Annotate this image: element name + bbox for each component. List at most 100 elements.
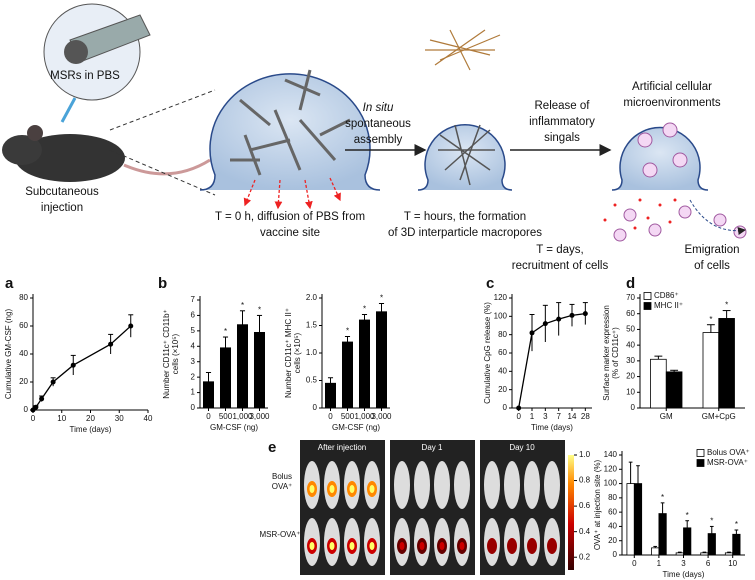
label: microenvironments: [623, 97, 720, 109]
x-tick-label: 7: [556, 412, 561, 421]
label: injection: [41, 202, 83, 214]
legend-label: MHC II⁺: [654, 301, 683, 310]
x-tick-label: 0: [516, 412, 521, 421]
bar: [732, 533, 741, 556]
mouse-tail: [123, 158, 211, 176]
y-tick-label: 70: [626, 293, 635, 302]
label: vaccine site: [260, 227, 320, 239]
y-tick-label: 0: [613, 550, 618, 559]
bar: [626, 483, 635, 556]
y-tick-label: 20: [608, 536, 617, 545]
x-axis-label: Time (days): [531, 423, 573, 432]
label: singals: [544, 132, 580, 144]
cells: [613, 122, 747, 242]
y-tick-label: 20: [19, 377, 28, 386]
mouse: [434, 461, 450, 509]
x-tick-label: 500: [219, 412, 233, 421]
significance: *: [661, 493, 664, 502]
y-axis-label: cells (×10⁵): [171, 333, 180, 374]
label: T = hours, the formation: [404, 211, 526, 223]
signal-spot: [369, 485, 375, 493]
bar: [650, 358, 667, 409]
rods: [230, 69, 351, 176]
bar: [718, 318, 735, 409]
legend-label: Bolus OVA⁺: [707, 448, 750, 457]
bar: [683, 527, 692, 556]
x-tick-label: GM: [660, 412, 673, 421]
y-tick-label: 3: [191, 357, 196, 366]
rod-end: [64, 40, 88, 64]
line: [32, 325, 132, 411]
column-label: Day 1: [422, 443, 443, 452]
signal-spot: [329, 542, 335, 550]
point: [50, 379, 56, 385]
significance: *: [224, 327, 227, 336]
signal-spot: [329, 485, 335, 493]
label: MSRs in PBS: [50, 70, 120, 82]
point: [108, 341, 114, 347]
colorbar: [568, 455, 574, 570]
y-axis-label: cells (×10⁵): [293, 332, 302, 373]
emigration-path: [689, 199, 746, 235]
x-tick-label: 500: [341, 412, 355, 421]
y-tick-label: 40: [19, 349, 28, 358]
colorbar-tick-label: 0.2: [579, 552, 591, 561]
bar: [633, 483, 643, 556]
y-tick-label: 5: [191, 326, 196, 335]
diagram: MSRs in PBS Subcutaneous injection T = 0…: [2, 3, 747, 272]
x-tick-label: 20: [86, 414, 95, 423]
y-tick-label: 1.0: [306, 348, 318, 357]
bar: [253, 331, 265, 409]
signal-spot: [439, 542, 445, 550]
x-axis-label: Time (days): [70, 425, 112, 434]
significance: *: [346, 327, 349, 336]
y-tick-label: 7: [191, 295, 196, 304]
legend-swatch: [643, 292, 652, 300]
mouse: [394, 461, 410, 509]
y-axis-label: Cumulative GM-CSF (ng): [4, 309, 13, 400]
dome: [417, 124, 513, 191]
x-axis-label: GM-CSF (ng): [332, 423, 380, 432]
zoom-line: [109, 149, 216, 196]
significance: *: [710, 517, 713, 526]
y-axis-label: OVA⁺ at injection site (%): [593, 460, 602, 551]
label: Artificial cellular: [632, 81, 712, 93]
signal-spot: [547, 538, 557, 554]
mouse: [15, 134, 125, 182]
row-label: OVA⁺: [272, 482, 293, 491]
point: [582, 311, 588, 317]
dome: [199, 73, 381, 191]
y-tick-label: 10: [626, 387, 635, 396]
bar: [651, 547, 660, 556]
y-axis-label: Number CD11c⁺ MHC II⁺: [284, 308, 293, 398]
mouse: [524, 461, 540, 509]
legend-label: CD86⁺: [654, 291, 679, 300]
y-tick-label: 60: [626, 309, 635, 318]
legend-swatch: [696, 449, 705, 457]
y-tick-label: 6: [191, 311, 196, 320]
imaging: After injection Day 1 Day 10 Bolus OVA⁺ …: [260, 440, 574, 575]
bar: [724, 552, 734, 556]
bar: [700, 552, 709, 556]
label: inflammatory: [529, 116, 595, 128]
colorbar-tick-label: 1.0: [579, 450, 591, 459]
mouse: [414, 461, 430, 509]
y-axis-label: (% of CD11c⁺): [611, 327, 620, 379]
y-axis-label: Number CD11c⁺ CD11b⁺: [162, 309, 171, 399]
point: [529, 330, 535, 336]
x-tick-label: 3: [681, 559, 686, 568]
mouse: [544, 461, 560, 509]
label: In situ: [363, 102, 394, 114]
y-tick-label: 40: [498, 366, 507, 375]
signal-spot: [369, 542, 375, 550]
syringe: [60, 97, 77, 123]
signal-spot: [487, 538, 497, 554]
panel-label: d: [626, 275, 635, 292]
column-label: Day 10: [509, 443, 535, 452]
point: [70, 362, 76, 368]
signal-spot: [309, 542, 315, 550]
y-tick-label: 20: [626, 372, 635, 381]
point: [556, 316, 562, 322]
y-tick-label: 2: [191, 372, 196, 381]
